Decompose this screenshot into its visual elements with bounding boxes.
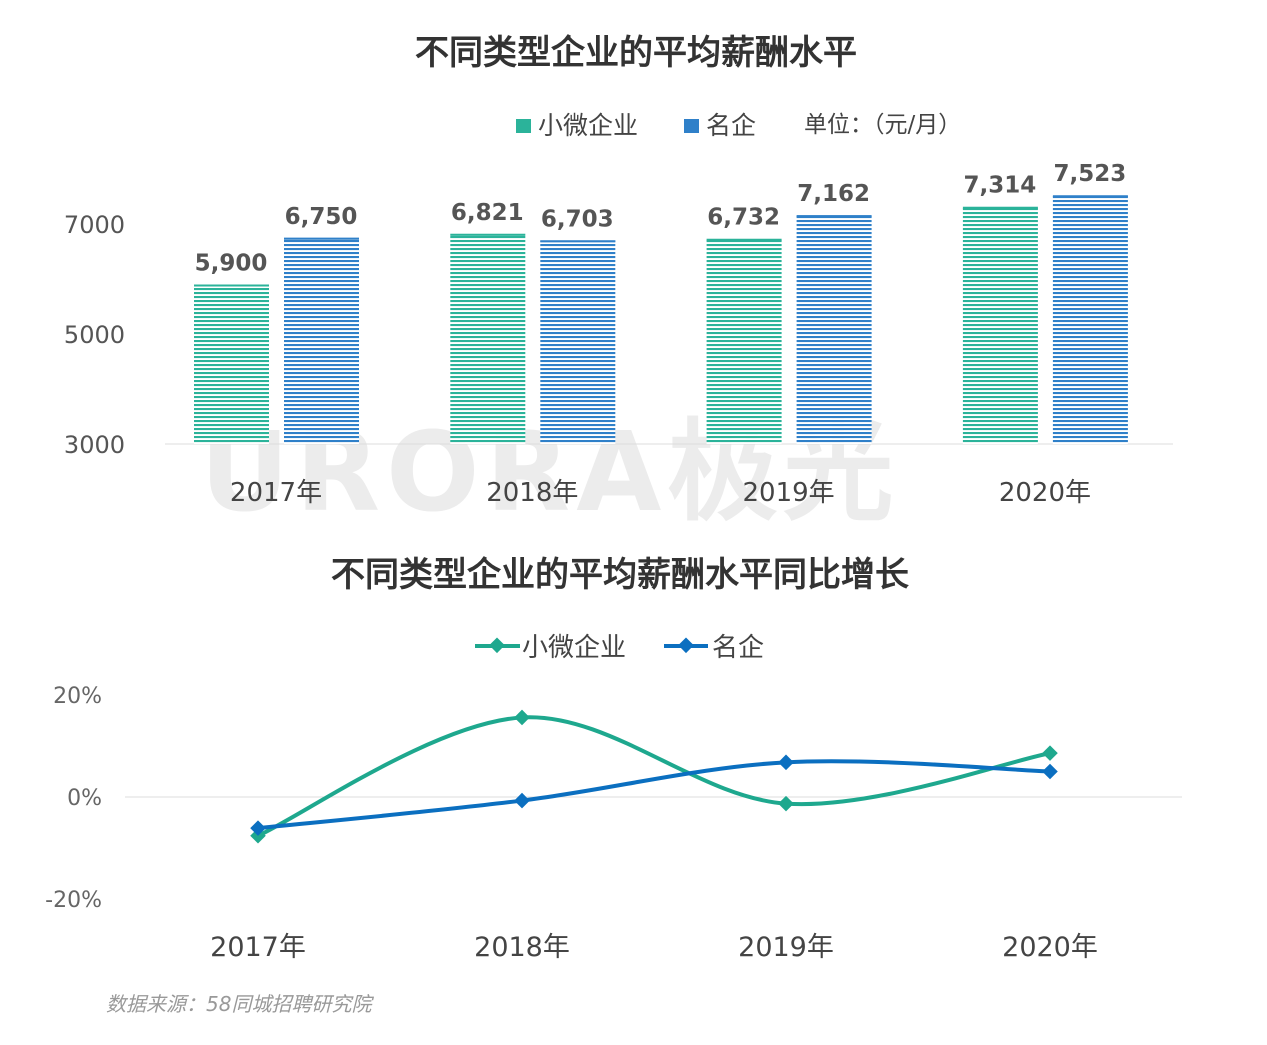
- x-tick-label: 2020年: [999, 478, 1091, 508]
- y-tick-label: 20%: [53, 684, 102, 709]
- bar: [1052, 195, 1128, 444]
- bar-top: [1052, 195, 1128, 198]
- bar: [450, 233, 526, 444]
- data-point-marker: [778, 754, 794, 771]
- data-label: 5,900: [195, 251, 268, 277]
- bar-top: [962, 206, 1038, 209]
- x-tick-label: 2018年: [486, 478, 578, 508]
- bar-legend: 小微企业 名企 单位：（元/月）: [516, 111, 961, 140]
- line-legend: 小微企业 名企: [475, 633, 764, 663]
- bar-top: [540, 240, 616, 243]
- x-tick-label: 2017年: [230, 478, 322, 508]
- x-tick-label: 2020年: [1002, 932, 1098, 963]
- bar-top: [450, 233, 526, 236]
- source-note: 数据来源：58同城招聘研究院: [106, 992, 374, 1016]
- data-point-marker: [1042, 763, 1058, 780]
- data-label: 6,703: [541, 206, 614, 232]
- data-label: 6,732: [707, 205, 780, 231]
- legend-label-small: 小微企业: [538, 111, 638, 140]
- y-tick-label: 7000: [64, 211, 125, 239]
- bar: [540, 240, 616, 444]
- y-tick-label: 5000: [64, 321, 125, 349]
- bar: [194, 284, 269, 444]
- bar-top: [706, 238, 782, 241]
- bar: [962, 206, 1038, 444]
- legend-label-big: 名企: [712, 633, 764, 663]
- data-point-marker: [514, 792, 530, 809]
- data-label: 6,750: [285, 204, 358, 230]
- data-label: 7,523: [1054, 161, 1127, 187]
- bar: [706, 238, 782, 444]
- bar: [284, 237, 359, 444]
- x-tick-label: 2019年: [738, 932, 834, 963]
- data-point-marker: [514, 709, 530, 726]
- legend-marker-big: [678, 637, 694, 654]
- bar-top: [194, 284, 269, 287]
- y-tick-label: 3000: [64, 431, 125, 459]
- series-line: [257, 759, 1051, 831]
- series-line: [257, 715, 1051, 838]
- bar-chart-title: 不同类型企业的平均薪酬水平: [415, 33, 857, 73]
- y-tick-label: 0%: [67, 786, 102, 811]
- unit-note: 单位：（元/月）: [804, 112, 961, 138]
- legend-label-small: 小微企业: [522, 633, 626, 663]
- data-point-marker: [1042, 745, 1058, 761]
- bar-top: [284, 237, 359, 240]
- legend-label-big: 名企: [706, 111, 756, 140]
- legend-swatch-big: [684, 119, 699, 133]
- x-tick-label: 2018年: [474, 932, 570, 963]
- y-tick-label: -20%: [45, 888, 102, 913]
- data-label: 7,314: [964, 173, 1037, 199]
- legend-swatch-small: [516, 119, 531, 133]
- line-chart-title: 不同类型企业的平均薪酬水平同比增长: [331, 555, 909, 595]
- bar-top: [796, 215, 872, 218]
- x-tick-label: 2019年: [743, 478, 835, 508]
- data-label: 6,821: [451, 200, 524, 226]
- data-point-marker: [778, 795, 794, 812]
- bar: [796, 215, 872, 444]
- data-label: 7,162: [797, 181, 870, 207]
- legend-marker-small: [489, 637, 505, 654]
- x-tick-label: 2017年: [210, 932, 306, 963]
